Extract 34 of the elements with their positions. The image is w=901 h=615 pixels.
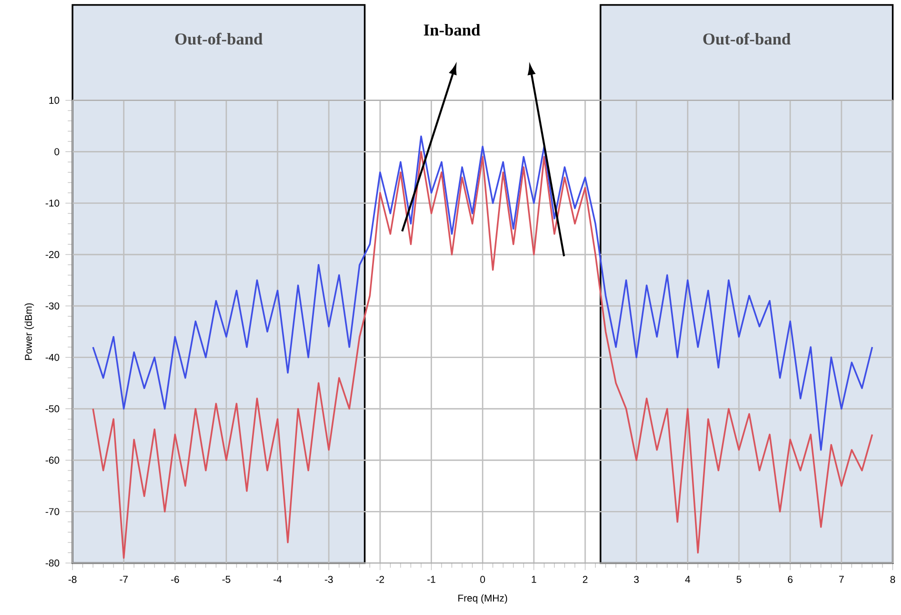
x-tick-label: 8 [890,576,896,584]
x-tick-label: 0 [480,576,485,584]
x-tick-label: 2 [582,576,588,584]
x-tick-label: -5 [222,576,230,584]
x-tick-label: -4 [274,576,282,583]
band-label: Out-of-band [703,32,791,45]
text: In-band [424,24,480,36]
y-tick-label: -10 [46,200,60,207]
y-tick-label: 10 [49,96,60,104]
y-tick-label: -50 [46,405,60,412]
y-tick-label: -80 [46,560,60,567]
y-tick-label: -40 [46,354,60,362]
y-tick-label: -20 [46,251,60,258]
y-axis-title: Power (dBm) [24,303,34,360]
y-tick-label: -60 [46,456,60,464]
line-series [92,136,874,451]
y-tick-label: -30 [46,302,60,310]
x-tick-label: 1 [532,576,536,583]
x-tick-label: 6 [788,576,793,584]
line-series [92,151,874,559]
x-tick-label: 5 [736,576,742,584]
x-tick-label: -3 [324,576,333,584]
x-axis-title: Freq (MHz) [458,594,508,604]
y-tick-label: -70 [46,508,60,516]
x-tick-label: -6 [171,576,180,584]
x-tick-label: -1 [427,576,436,583]
x-tick-label: -2 [376,576,384,584]
x-tick-label: -8 [68,576,76,584]
band-label: Out-of-band [175,32,263,45]
x-tick-label: 4 [685,576,690,583]
x-tick-label: 7 [839,576,844,583]
x-tick-label: -7 [120,576,128,583]
y-tick-label: 0 [54,148,60,156]
x-tick-label: 3 [634,576,639,584]
